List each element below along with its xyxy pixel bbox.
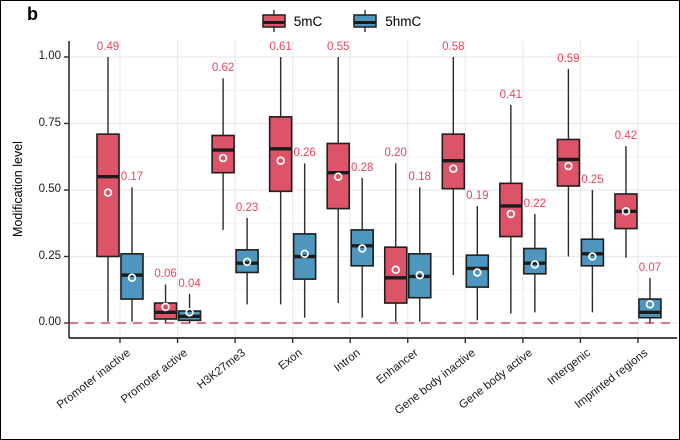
mean-annotation: 0.41 — [499, 88, 523, 101]
box-5hmC-0 — [120, 187, 144, 322]
axes — [64, 41, 677, 343]
mean-annotation: 0.59 — [557, 52, 580, 65]
panel-label: b — [27, 4, 38, 24]
mean-annotation: 0.25 — [581, 174, 604, 186]
y-tick-label: 0.50 — [38, 183, 61, 195]
mean-annotation: 0.58 — [442, 41, 465, 53]
mean-annotation: 0.17 — [120, 171, 144, 184]
mean-annotation: 0.23 — [235, 201, 259, 214]
box-5hmC-4 — [350, 178, 375, 318]
mean-annotation: 0.06 — [154, 268, 177, 281]
box-5mC-5 — [383, 163, 408, 322]
box-5hmC-6 — [465, 205, 490, 321]
box-5hmC-1 — [177, 293, 202, 323]
box-5hmC-3 — [292, 163, 317, 318]
box-5mC-2 — [211, 78, 235, 230]
box-5mC-6 — [441, 57, 466, 276]
gridlines — [69, 41, 679, 338]
box-5hmC-8 — [580, 190, 605, 313]
mean-annotation: 0.22 — [523, 197, 547, 210]
mean-annotation: 0.62 — [211, 62, 235, 75]
mean-annotation: 0.19 — [466, 189, 489, 202]
box-5mC-1 — [153, 284, 178, 323]
box-5hmC-7 — [523, 213, 547, 313]
box-5mC-0 — [96, 57, 120, 322]
mean-annotation: 0.28 — [350, 162, 374, 175]
mean-annotation: 0.26 — [293, 147, 316, 160]
mean-annotation: 0.18 — [408, 171, 431, 184]
mean-annotation: 0.49 — [96, 41, 120, 53]
box-5mC-3 — [268, 57, 293, 305]
mean-annotation: 0.61 — [269, 41, 292, 53]
box-5hmC-5 — [407, 187, 432, 322]
mean-annotation: 0.04 — [178, 277, 201, 290]
y-tick-label: 0.25 — [38, 249, 61, 262]
box-5hmC-2 — [235, 217, 259, 305]
box-5hmC-9 — [638, 277, 662, 323]
mean-annotation: 0.20 — [384, 147, 407, 160]
box-5mC-9 — [614, 146, 638, 258]
box-5mC-4 — [326, 57, 351, 304]
mean-annotation: 0.42 — [614, 130, 638, 143]
box-5mC-8 — [556, 68, 581, 257]
mean-annotation: 0.07 — [638, 261, 662, 274]
mean-annotation: 0.55 — [326, 41, 350, 53]
y-tick-label: 0.75 — [38, 116, 61, 129]
y-tick-label: 1.00 — [38, 50, 61, 62]
y-axis-title: Modification level — [11, 141, 25, 237]
box-5mC-7 — [499, 104, 523, 314]
y-tick-label: 0.00 — [38, 316, 61, 328]
